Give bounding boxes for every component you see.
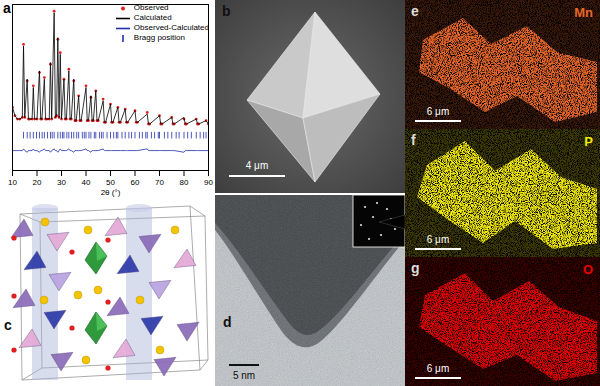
svg-text:c: c bbox=[4, 317, 12, 333]
svg-text:g: g bbox=[411, 260, 420, 276]
svg-text:80: 80 bbox=[180, 178, 189, 187]
html-text:Calculated: Calculated bbox=[133, 13, 172, 22]
svg-text:O: O bbox=[583, 262, 593, 277]
svg-text:f: f bbox=[411, 132, 416, 148]
html-text:Bragg position: Bragg position bbox=[133, 33, 185, 42]
svg-text:2θ (°): 2θ (°) bbox=[101, 188, 121, 197]
svg-text:50: 50 bbox=[106, 178, 115, 187]
svg-text:Mn: Mn bbox=[574, 5, 593, 20]
svg-text:6 μm: 6 μm bbox=[427, 363, 449, 374]
html-text:Observed: Observed bbox=[133, 3, 169, 12]
html-text:Observed-Calculated: Observed-Calculated bbox=[133, 23, 209, 32]
svg-text:40: 40 bbox=[82, 178, 91, 187]
svg-text:e: e bbox=[411, 3, 419, 19]
svg-text:6 μm: 6 μm bbox=[427, 234, 449, 245]
svg-text:60: 60 bbox=[131, 178, 140, 187]
svg-text:6 μm: 6 μm bbox=[427, 106, 449, 117]
svg-text:P: P bbox=[584, 134, 593, 149]
svg-text:20: 20 bbox=[33, 178, 42, 187]
svg-text:d: d bbox=[223, 314, 232, 330]
svg-text:10: 10 bbox=[8, 178, 17, 187]
svg-text:5 nm: 5 nm bbox=[233, 370, 255, 381]
svg-text:70: 70 bbox=[155, 178, 164, 187]
html-text:a: a bbox=[3, 0, 11, 16]
svg-text:4 μm: 4 μm bbox=[246, 160, 268, 171]
svg-text:30: 30 bbox=[57, 178, 66, 187]
svg-text:b: b bbox=[222, 3, 231, 19]
svg-text:90: 90 bbox=[204, 178, 213, 187]
